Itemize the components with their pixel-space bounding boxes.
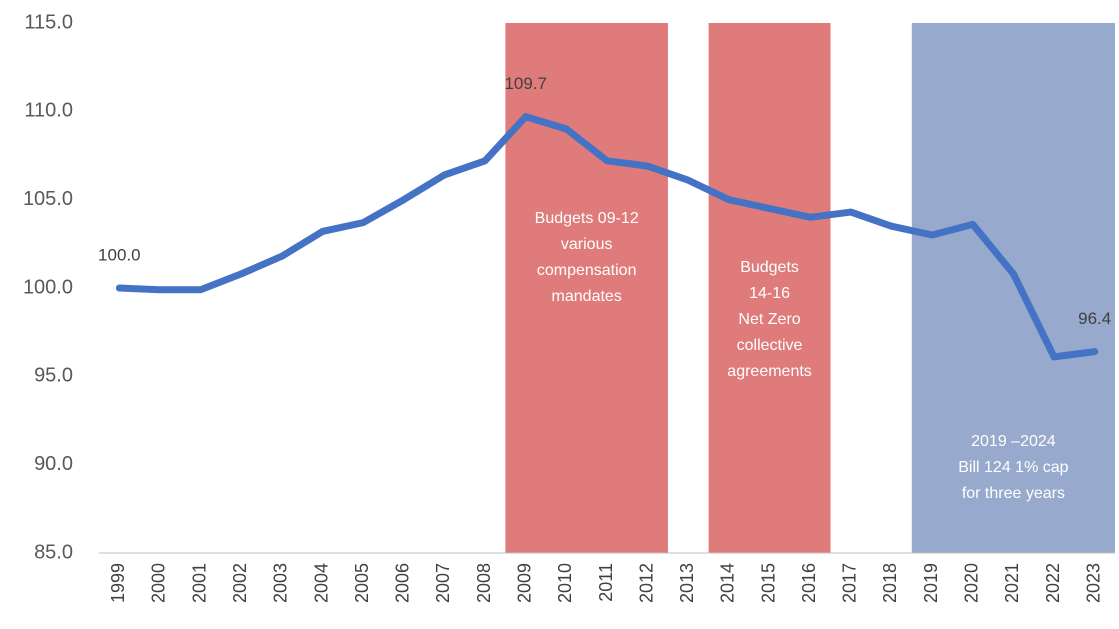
period-label: for three years [962, 485, 1065, 502]
data-line [115, 113, 1099, 361]
shaded-period [911, 23, 1115, 553]
x-tick-label: 2008 [474, 563, 494, 603]
data-label: 96.4 [1078, 309, 1111, 328]
x-tick-label: 2013 [677, 563, 697, 603]
y-tick-label: 115.0 [24, 11, 73, 33]
x-tick-label: 2021 [1002, 563, 1022, 603]
x-tick-label: 2003 [271, 563, 291, 603]
x-tick-label: 2006 [393, 563, 413, 603]
data-label: 109.7 [504, 74, 547, 93]
x-tick-label: 2007 [433, 563, 453, 603]
period-label: agreements [727, 363, 812, 380]
period-label: mandates [552, 288, 622, 305]
x-tick-label: 2000 [149, 563, 169, 603]
x-tick-label: 2009 [514, 563, 534, 603]
period-label: compensation [537, 262, 637, 279]
y-tick-label: 110.0 [24, 100, 73, 122]
x-tick-label: 2020 [962, 563, 982, 603]
x-tick-label: 2017 [840, 563, 860, 603]
x-tick-label: 2023 [1083, 563, 1103, 603]
shaded-period [505, 23, 668, 553]
y-tick-label: 95.0 [34, 365, 73, 387]
y-tick-label: 105.0 [23, 188, 73, 210]
x-tick-label: 2011 [596, 563, 616, 602]
x-tick-label: 2002 [230, 563, 250, 603]
y-tick-label: 85.0 [34, 541, 73, 563]
x-tick-label: 2005 [352, 563, 372, 603]
period-label: 2019 –2024 [971, 433, 1056, 450]
period-label: Budgets 09-12 [535, 210, 639, 227]
x-tick-label: 2022 [1043, 563, 1063, 603]
period-label: Bill 124 1% cap [958, 459, 1068, 476]
y-tick-label: 90.0 [34, 453, 73, 475]
x-tick-label: 2019 [921, 563, 941, 603]
x-tick-label: 2012 [636, 563, 656, 603]
period-label: Net Zero [738, 311, 800, 328]
x-tick-label: 2018 [880, 563, 900, 603]
x-tick-label: 2004 [311, 563, 331, 603]
x-tick-label: 2016 [799, 563, 819, 603]
period-label: Budgets [740, 259, 799, 276]
x-tick-label: 2015 [758, 563, 778, 603]
period-label: 14-16 [749, 285, 790, 302]
x-tick-label: 1999 [108, 563, 128, 603]
x-tick-label: 2014 [718, 563, 738, 603]
y-tick-label: 100.0 [23, 276, 73, 298]
period-label: various [561, 236, 613, 253]
x-tick-label: 2001 [189, 563, 209, 603]
data-label: 100.0 [98, 245, 141, 264]
period-label: collective [737, 337, 803, 354]
shaded-period [708, 23, 831, 553]
x-tick-label: 2010 [555, 563, 575, 603]
